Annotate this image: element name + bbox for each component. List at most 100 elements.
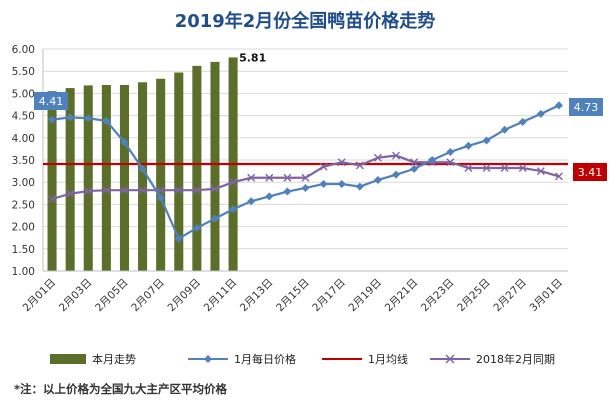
x-tick-label: 2月13日: [238, 277, 276, 315]
data-labels: 5.81 4.41 4.73 3.41: [34, 51, 607, 181]
x-tick-label: 2月17日: [310, 277, 348, 315]
lastyear-point: [446, 158, 455, 167]
lastyear-point: [337, 158, 346, 167]
legend-label-daily: 1月每日价格: [234, 353, 296, 366]
avg-label: 3.41: [578, 166, 603, 179]
daily-last-label: 4.73: [574, 101, 599, 114]
lastyear-point: [66, 189, 75, 198]
gridlines: [43, 48, 568, 272]
daily-point: [500, 125, 509, 134]
x-tick-label: 3月01日: [528, 277, 566, 315]
daily-point: [66, 113, 75, 122]
daily-point: [84, 114, 93, 123]
daily-point: [337, 179, 346, 188]
y-tick-label: 2.00: [12, 222, 35, 234]
y-tick-label: 3.50: [12, 155, 35, 167]
x-tick-label: 2月07日: [129, 277, 167, 315]
daily-point: [428, 156, 437, 164]
y-tick-label: 5.50: [12, 66, 35, 78]
x-tick-label: 2月25日: [455, 277, 493, 315]
legend-swatch-avg: [322, 358, 362, 360]
legend-item-daily: 1月每日价格: [188, 351, 296, 367]
bar: [138, 82, 148, 271]
lastyear-point: [482, 163, 491, 172]
daily-point: [120, 138, 129, 147]
daily-first-label: 4.41: [39, 95, 64, 108]
legend-label-lastyear: 2018年2月同期: [476, 353, 555, 366]
lastyear-point: [536, 167, 545, 176]
legend-label-avg: 1月均线: [368, 353, 408, 366]
avg-label-bg: [573, 163, 607, 181]
lastyear-point: [138, 186, 147, 195]
legend-item-avg: 1月均线: [322, 351, 408, 367]
y-tick-label: 4.00: [12, 133, 35, 145]
daily-point: [554, 101, 563, 110]
daily-last-label-bg: [569, 98, 603, 116]
lastyear-point: [500, 163, 509, 172]
lastyear-point: [301, 173, 310, 182]
lastyear-point: [210, 184, 219, 193]
daily-point: [319, 179, 328, 188]
lastyear-point: [84, 187, 93, 196]
lastyear-point: [319, 162, 328, 171]
bar: [47, 91, 57, 272]
daily-first-label-bg: [34, 92, 68, 110]
daily-point: [174, 234, 183, 243]
y-tick-label: 1.50: [12, 244, 35, 256]
bar: [119, 84, 129, 272]
lastyear-point: [247, 173, 256, 182]
x-tick-label: 2月03日: [57, 277, 95, 315]
x-tick-label: 2月19日: [347, 277, 385, 315]
daily-point: [247, 197, 256, 206]
x-tick-label: 2月23日: [419, 277, 457, 315]
lastyear-point: [265, 173, 274, 182]
daily-point: [518, 117, 527, 126]
x-tick-label: 2月09日: [165, 277, 203, 315]
legend-swatch-lastyear: [430, 354, 470, 364]
daily-point: [482, 136, 491, 145]
daily-point: [156, 193, 165, 202]
daily-point: [265, 192, 274, 201]
x-tick-label: 2月27日: [491, 277, 529, 315]
bar: [65, 88, 75, 272]
legend-item-lastyear: 2018年2月同期: [430, 351, 555, 367]
lastyear-point: [102, 186, 111, 195]
daily-point: [355, 182, 364, 191]
x-axis: 2月01日2月03日2月05日2月07日2月09日2月11日2月13日2月15日…: [21, 270, 568, 315]
lastyear-point: [48, 195, 57, 204]
lastyear-point: [518, 163, 527, 172]
daily-point: [410, 164, 419, 173]
daily-point: [283, 187, 292, 196]
bar: [210, 61, 220, 271]
legend-item-bar: 本月走势: [50, 351, 136, 367]
bar: [83, 85, 93, 272]
daily-point: [301, 183, 310, 192]
x-tick-label: 2月15日: [274, 277, 312, 315]
legend-swatch-bar: [50, 354, 86, 364]
x-tick-label: 2月21日: [383, 277, 421, 315]
daily-point: [138, 164, 147, 173]
lastyear-point: [174, 186, 183, 195]
daily-point: [102, 116, 111, 125]
bar: [192, 65, 202, 271]
daily-point: [464, 141, 473, 150]
daily-point: [373, 175, 382, 184]
y-tick-label: 1.00: [12, 266, 35, 278]
legend-swatch-daily: [188, 355, 228, 363]
y-tick-label: 4.50: [12, 111, 35, 123]
lastyear-point: [554, 172, 563, 181]
y-axis: 1.00 1.50 2.00 2.50 3.00 3.50 4.00 4.50 5.00 5.50…: [12, 44, 44, 278]
legend-label-bar: 本月走势: [92, 353, 136, 366]
line-series: [43, 101, 568, 243]
lastyear-point: [410, 158, 419, 167]
bar: [156, 78, 166, 271]
lastyear-point: [283, 173, 292, 182]
x-tick-label: 2月01日: [21, 277, 59, 315]
daily-point: [536, 109, 545, 118]
y-tick-label: 3.00: [12, 177, 35, 189]
lastyear-point: [229, 178, 238, 187]
x-tick-label: 2月11日: [202, 277, 240, 315]
lastyear-point: [120, 186, 129, 195]
bar-last-label: 5.81: [239, 51, 266, 64]
